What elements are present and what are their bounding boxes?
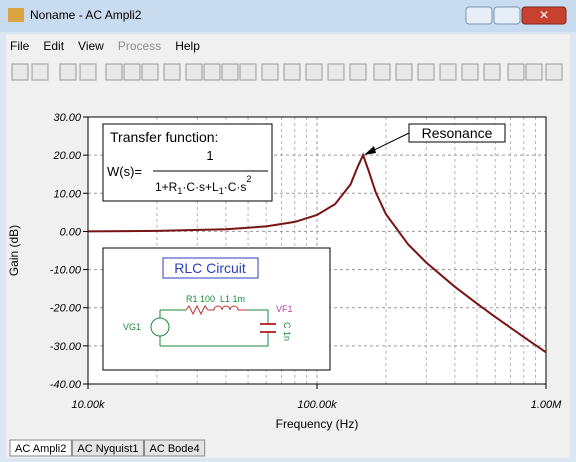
denominator-part: 1	[219, 186, 224, 196]
toolbar-button[interactable]	[395, 63, 413, 81]
probe-label: VF1	[276, 304, 293, 314]
y-tick-label: -40.00	[50, 379, 82, 391]
x-axis-label: Frequency (Hz)	[276, 417, 359, 431]
toolbar-button[interactable]	[349, 63, 367, 81]
denominator-part: ·C·s	[224, 180, 247, 194]
denominator-part: 1+R	[155, 180, 178, 194]
toolbar-button[interactable]	[483, 63, 501, 81]
toolbar-button[interactable]	[31, 63, 49, 81]
menu-item[interactable]: Edit	[43, 39, 64, 53]
toolbar-button[interactable]	[221, 63, 239, 81]
transfer-heading: Transfer function:	[110, 129, 218, 145]
y-tick-label: 20.00	[52, 150, 81, 162]
toolbar-button[interactable]	[141, 63, 159, 81]
toolbar-button[interactable]	[283, 63, 301, 81]
data-line	[87, 152, 547, 354]
toolbar-button[interactable]	[305, 63, 323, 81]
x-tick-label: 1.00M	[531, 399, 562, 411]
tabs: AC Ampli2 AC Nyquist1 AC Bode4	[9, 439, 206, 457]
toolbar-button[interactable]	[373, 63, 391, 81]
tab[interactable]	[9, 439, 72, 457]
menu-bar	[6, 34, 570, 56]
source-label: VG1	[123, 322, 141, 332]
transfer-numerator: 1	[206, 148, 213, 163]
transfer-lhs: W(s)=	[107, 164, 142, 179]
y-tick-label: 30.00	[53, 112, 81, 124]
menu: File Edit View Process Help	[10, 39, 200, 53]
resistor	[185, 304, 209, 316]
menu-item[interactable]: Process	[118, 39, 161, 53]
toolbar-button[interactable]	[123, 63, 141, 81]
tab-label[interactable]: AC Nyquist1	[77, 443, 138, 455]
y-tick-label: 10.00	[53, 188, 81, 200]
capacitor	[260, 323, 276, 333]
tab[interactable]	[144, 439, 206, 457]
toolbar-button[interactable]	[439, 63, 457, 81]
menu-item[interactable]: File	[10, 39, 30, 53]
l-label: L1 1m	[220, 294, 245, 304]
minimize-button[interactable]	[465, 6, 493, 25]
plot-border	[87, 116, 547, 385]
close-button[interactable]	[521, 6, 567, 25]
toolbar-button[interactable]	[203, 63, 221, 81]
tab-label[interactable]: AC Bode4	[150, 443, 200, 455]
wire	[159, 309, 269, 347]
toolbar-button[interactable]	[79, 63, 97, 81]
app-icon	[8, 8, 24, 22]
x-tick-label: 100.00k	[297, 399, 337, 411]
window-title: Noname - AC Ampli2	[30, 8, 142, 22]
y-tick-label: -30.00	[50, 341, 82, 353]
toolbar-button[interactable]	[525, 63, 543, 81]
toolbar-button[interactable]	[11, 63, 29, 81]
source	[150, 317, 170, 337]
denominator-part: 2	[246, 174, 251, 184]
tab-label[interactable]: AC Ampli2	[15, 443, 66, 455]
inductor	[208, 305, 248, 311]
x-tick-label: 10.00k	[71, 399, 105, 411]
toolbar-button[interactable]	[507, 63, 525, 81]
toolbar-button[interactable]	[461, 63, 479, 81]
toolbar-button[interactable]	[185, 63, 203, 81]
toolbar-button[interactable]	[417, 63, 435, 81]
toolbar-button[interactable]	[545, 63, 563, 81]
toolbar-button[interactable]	[261, 63, 279, 81]
toolbar-button[interactable]	[105, 63, 123, 81]
tab[interactable]	[71, 439, 144, 457]
c-label: C 1n	[282, 322, 292, 341]
menu-item[interactable]: View	[78, 39, 104, 53]
toolbar-button[interactable]	[327, 63, 345, 81]
toolbar-button[interactable]	[163, 63, 181, 81]
y-tick-label: -10.00	[50, 265, 82, 277]
chart: -40.00 -30.00 -20.00 -10.00 0.00 10.00 20.00 30…	[7, 112, 562, 431]
denominator-part: ·C·s+L	[182, 180, 219, 194]
arrow-head	[364, 146, 376, 155]
denominator-part: 1	[177, 186, 182, 196]
toolbar-button[interactable]	[239, 63, 257, 81]
y-tick-label: 0.00	[60, 226, 82, 238]
transfer-box	[102, 123, 273, 202]
menu-item[interactable]: Help	[175, 39, 200, 53]
y-tick-label: -20.00	[50, 303, 82, 315]
y-axis-label: Gain (dB)	[7, 225, 21, 276]
circuit-title: RLC Circuit	[174, 260, 246, 276]
r-label: R1 100	[186, 294, 215, 304]
toolbar-icons	[11, 63, 563, 81]
annotation-text: Resonance	[422, 125, 493, 141]
close-glyph: ✕	[539, 8, 549, 22]
transfer-denominator: 1+R1·C·s+L1·C·s2	[155, 174, 251, 196]
maximize-button[interactable]	[493, 6, 521, 25]
toolbar-button[interactable]	[59, 63, 77, 81]
circuit-title-box	[162, 257, 259, 279]
